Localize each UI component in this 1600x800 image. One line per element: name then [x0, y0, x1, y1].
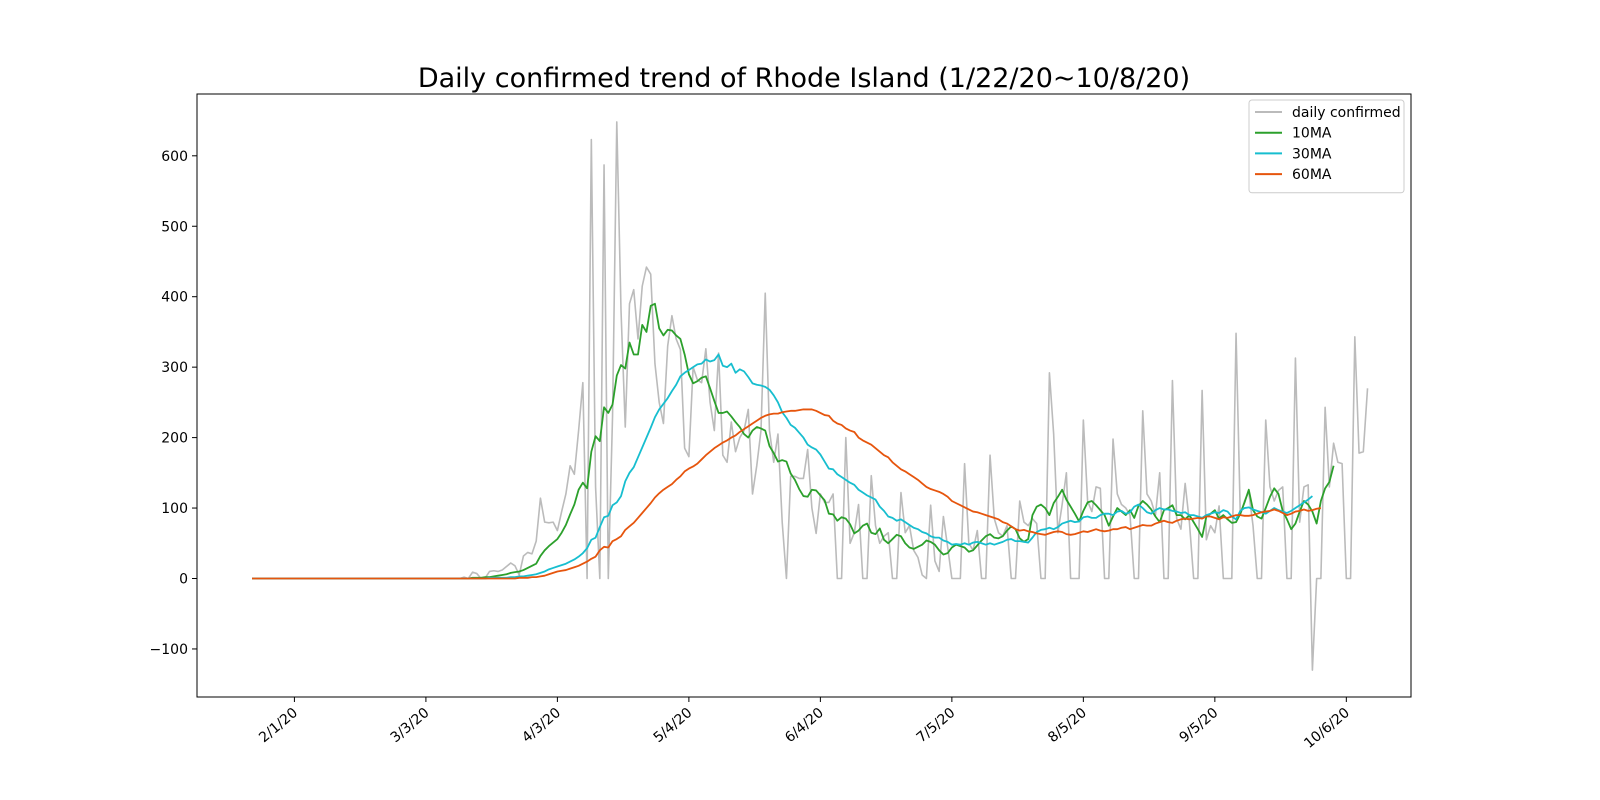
y-tick-label: 300: [161, 360, 188, 376]
legend-box: [1248, 99, 1405, 194]
legend-label-60ma: 60MA: [1292, 167, 1332, 183]
legend-label-30ma: 30MA: [1292, 146, 1332, 162]
series-line-60ma: [252, 408, 1322, 580]
chart-title: Daily confirmed trend of Rhode Island (1…: [418, 63, 1190, 94]
axes-frame: [196, 93, 1412, 698]
y-tick-label: 400: [161, 290, 188, 306]
y-tick-label: −100: [150, 642, 188, 658]
y-tick-label: 600: [161, 149, 188, 165]
y-tick-label: 200: [161, 431, 188, 447]
legend-label-10ma: 10MA: [1292, 126, 1332, 142]
y-tick-label: 0: [179, 572, 188, 588]
y-tick-label: 100: [161, 501, 188, 517]
chart-legend: daily confirmed 10MA 30MA 60MA: [1248, 99, 1405, 194]
legend-label-daily-confirmed: daily confirmed: [1292, 105, 1401, 121]
y-tick-label: 500: [161, 219, 188, 235]
